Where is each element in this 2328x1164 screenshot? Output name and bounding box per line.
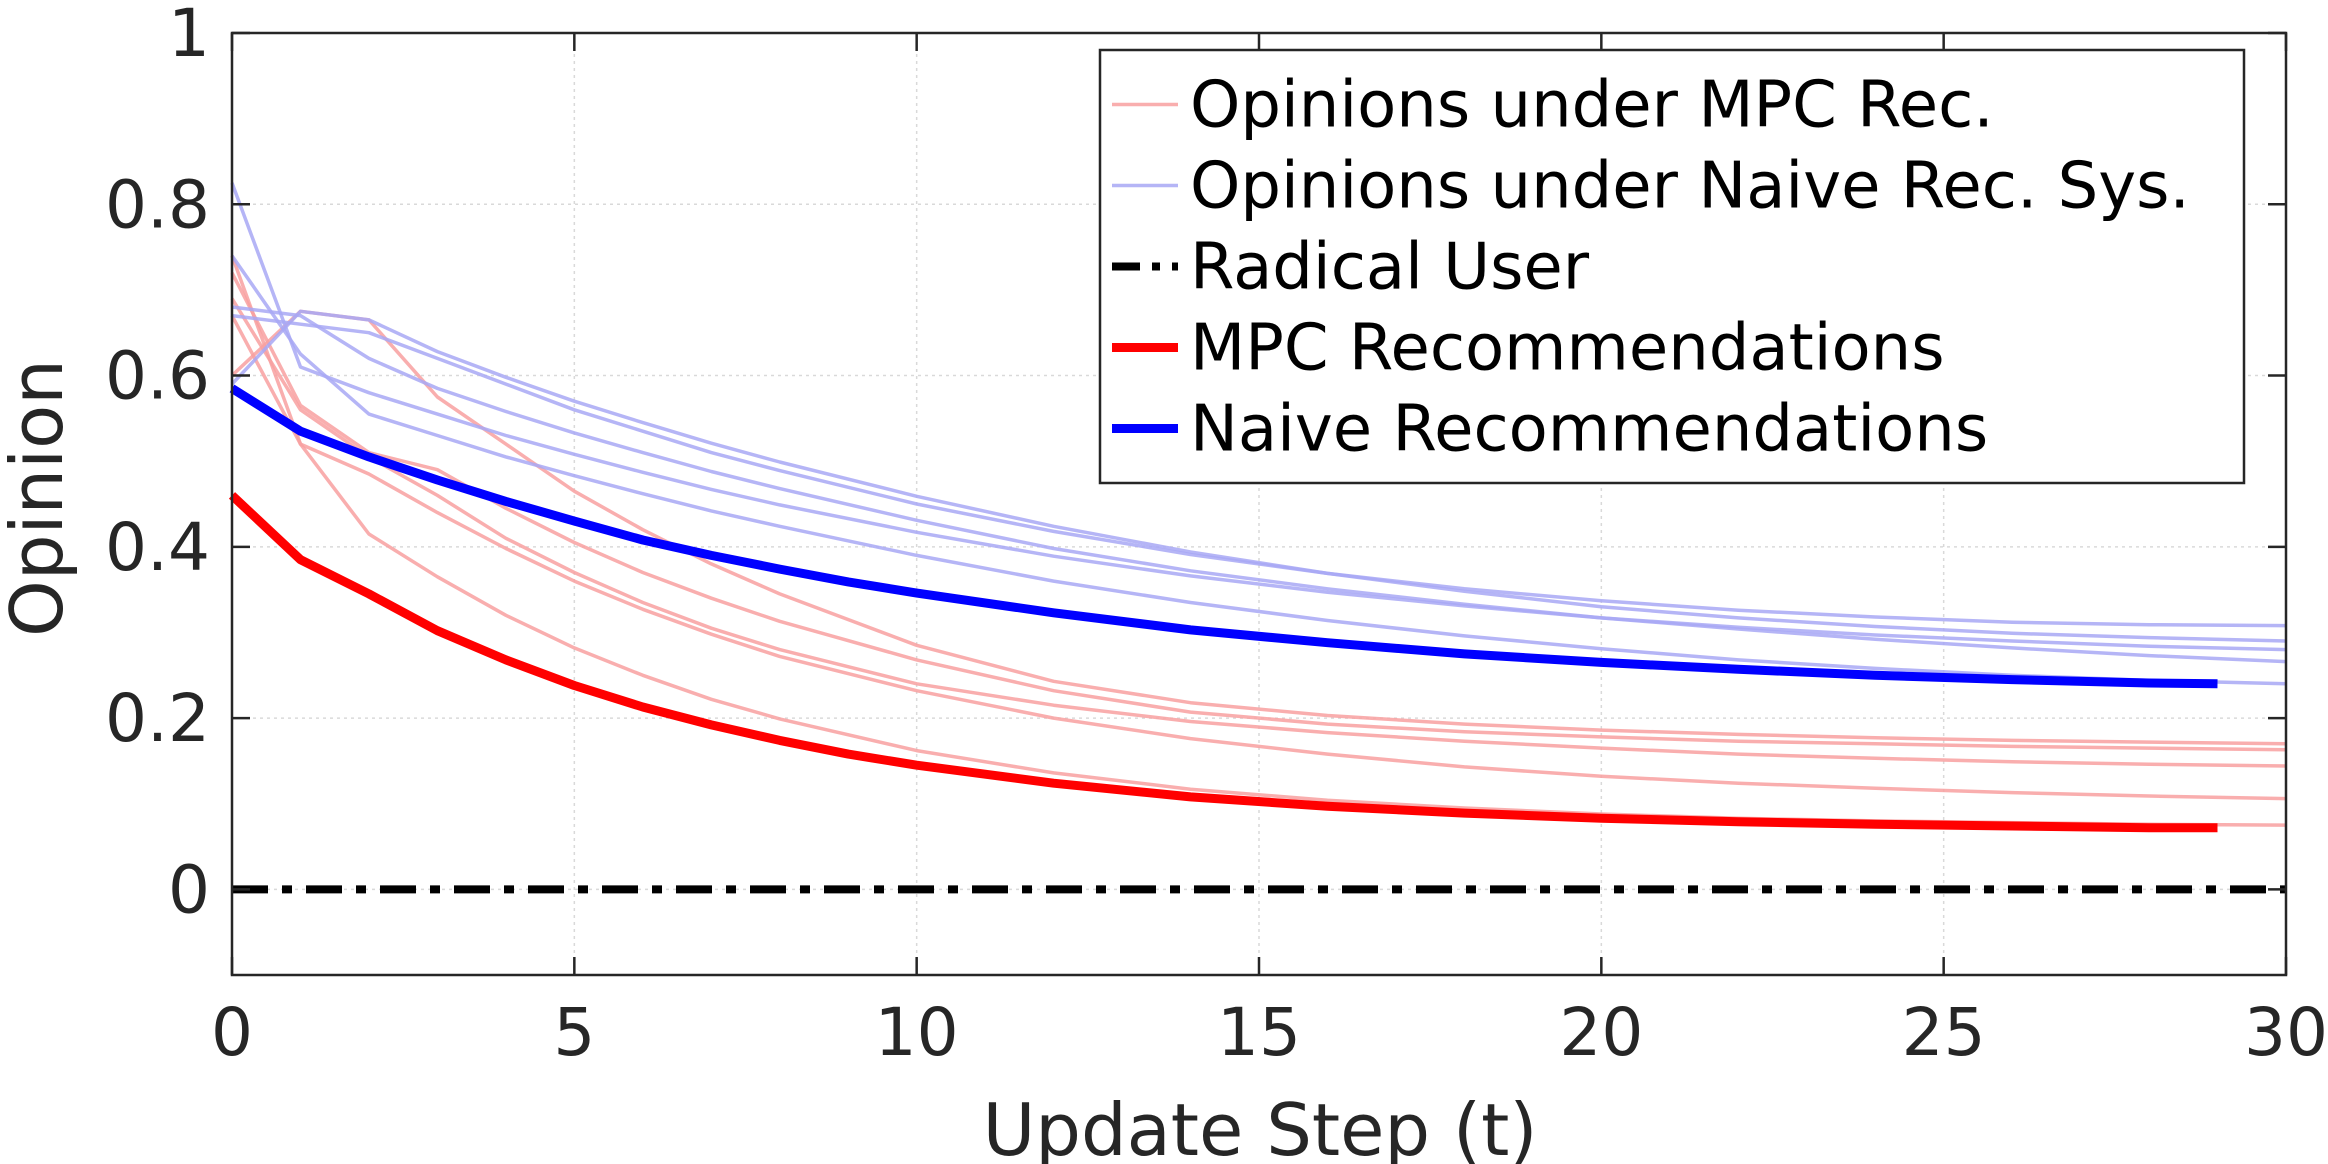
y-tick-label: 0.8 xyxy=(105,166,210,243)
mpc-opinion-line-5 xyxy=(230,309,2287,746)
x-tick-label: 5 xyxy=(553,994,595,1071)
x-tick-label: 30 xyxy=(2244,994,2328,1071)
legend-label-3: Radical User xyxy=(1190,231,1590,305)
legend-label-1: Opinions under MPC Rec. xyxy=(1190,69,1994,143)
y-tick-label: 0.2 xyxy=(105,680,210,757)
x-tick-label: 15 xyxy=(1217,994,1301,1071)
mpc-recommendations-line xyxy=(228,492,2218,833)
naive-recommendations-line xyxy=(229,384,2218,689)
legend-label-2: Opinions under Naive Rec. Sys. xyxy=(1190,150,2190,224)
naive-opinion-line-5 xyxy=(231,313,2287,628)
naive-opinion-line-2 xyxy=(230,254,2287,686)
naive-opinion-line-3 xyxy=(231,305,2287,664)
x-tick-label: 0 xyxy=(211,994,253,1071)
naive-opinion-line-1 xyxy=(230,182,2287,652)
y-tick-label: 0.6 xyxy=(105,338,210,415)
x-tick-label: 10 xyxy=(875,994,959,1071)
mpc-opinion-line-2 xyxy=(230,314,2287,801)
x-tick-label: 20 xyxy=(1559,994,1643,1071)
mpc-opinion-line-4 xyxy=(230,271,2287,752)
mpc-opinion-line-3 xyxy=(230,297,2287,768)
axes-layer: 0 5 10 15 20 25 30 0 0.2 0.4 0.6 0.8 1 xyxy=(105,0,2328,1071)
x-tick-label: 25 xyxy=(1902,994,1986,1071)
y-tick-label: 1 xyxy=(168,0,210,72)
legend: Opinions under MPC Rec.Opinions under Na… xyxy=(1098,48,2246,485)
x-axis-label: Update Step (t) xyxy=(983,1088,1538,1164)
legend-box xyxy=(1098,48,2246,485)
y-tick-label: 0 xyxy=(168,851,210,928)
legend-label-4: MPC Recommendations xyxy=(1190,312,1945,386)
y-axis-label: Opinion xyxy=(0,359,79,637)
series-layer xyxy=(228,182,2287,894)
legend-label-5: Naive Recommendations xyxy=(1190,393,1988,467)
y-tick-label: 0.4 xyxy=(105,509,210,586)
naive-opinion-line-4 xyxy=(230,309,2287,643)
